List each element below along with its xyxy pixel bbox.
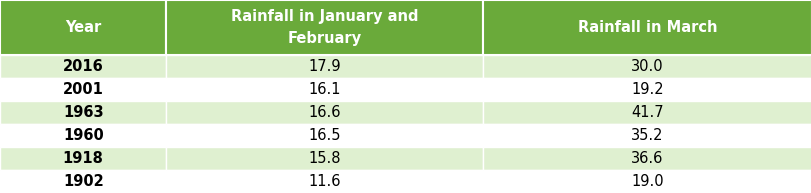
Bar bbox=[166, 0, 483, 55]
Bar bbox=[0, 55, 166, 78]
Text: 1960: 1960 bbox=[62, 128, 104, 143]
Bar bbox=[483, 147, 811, 170]
Text: 19.2: 19.2 bbox=[630, 82, 663, 97]
Text: 15.8: 15.8 bbox=[308, 151, 341, 166]
Bar bbox=[166, 170, 483, 193]
Text: 36.6: 36.6 bbox=[631, 151, 663, 166]
Text: 16.1: 16.1 bbox=[308, 82, 341, 97]
Text: Rainfall in March: Rainfall in March bbox=[577, 20, 716, 35]
Bar bbox=[166, 55, 483, 78]
Bar bbox=[166, 124, 483, 147]
Bar bbox=[483, 78, 811, 101]
Text: Rainfall in January and
February: Rainfall in January and February bbox=[231, 9, 418, 46]
Bar bbox=[166, 78, 483, 101]
Text: 41.7: 41.7 bbox=[630, 105, 663, 120]
Bar bbox=[0, 124, 166, 147]
Bar bbox=[166, 147, 483, 170]
Text: 35.2: 35.2 bbox=[630, 128, 663, 143]
Bar bbox=[0, 147, 166, 170]
Bar bbox=[0, 0, 166, 55]
Bar bbox=[483, 170, 811, 193]
Text: 1963: 1963 bbox=[62, 105, 104, 120]
Text: Year: Year bbox=[65, 20, 101, 35]
Text: 17.9: 17.9 bbox=[308, 59, 341, 74]
Text: 2001: 2001 bbox=[62, 82, 104, 97]
Bar bbox=[483, 101, 811, 124]
Bar bbox=[0, 78, 166, 101]
Bar bbox=[483, 0, 811, 55]
Text: 19.0: 19.0 bbox=[630, 174, 663, 189]
Text: 16.6: 16.6 bbox=[308, 105, 341, 120]
Bar bbox=[483, 124, 811, 147]
Bar bbox=[0, 170, 166, 193]
Text: 1918: 1918 bbox=[62, 151, 104, 166]
Text: 1902: 1902 bbox=[62, 174, 104, 189]
Bar bbox=[0, 101, 166, 124]
Text: 30.0: 30.0 bbox=[630, 59, 663, 74]
Bar bbox=[483, 55, 811, 78]
Text: 16.5: 16.5 bbox=[308, 128, 341, 143]
Text: 11.6: 11.6 bbox=[308, 174, 341, 189]
Text: 2016: 2016 bbox=[62, 59, 104, 74]
Bar bbox=[166, 101, 483, 124]
